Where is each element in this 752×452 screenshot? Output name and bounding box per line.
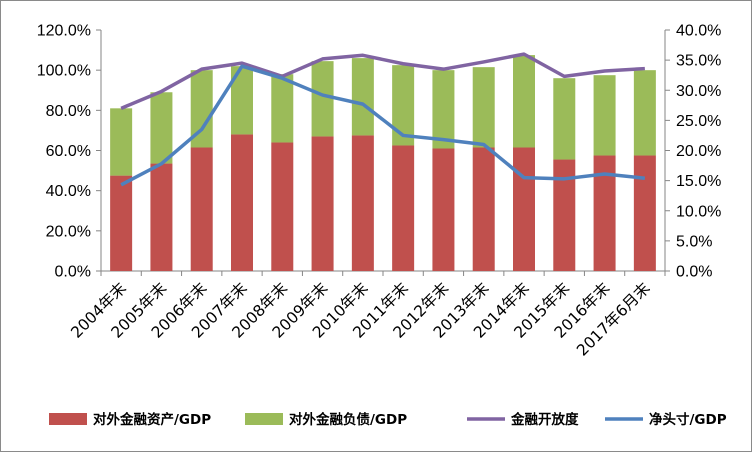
left-axis-tick-label: 0.0% <box>55 264 91 281</box>
bar-foreign-assets <box>432 148 455 271</box>
bar-foreign-assets <box>593 155 616 271</box>
bar-foreign-liabilities <box>513 55 535 148</box>
legend-label: 对外金融资产/GDP <box>93 411 211 428</box>
left-axis-tick-label: 80.0% <box>46 103 91 120</box>
legend-swatch <box>49 413 87 425</box>
bar-foreign-assets <box>231 134 253 271</box>
right-axis-tick-label: 35.0% <box>676 53 721 70</box>
left-axis-tick-label: 100.0% <box>37 63 91 80</box>
bar-foreign-assets <box>472 147 495 271</box>
left-axis-tick-label: 60.0% <box>46 143 91 160</box>
bar-foreign-assets <box>110 175 133 271</box>
legend-swatch <box>245 413 283 425</box>
right-axis-tick-label: 30.0% <box>676 83 721 100</box>
bar-foreign-assets <box>150 163 173 271</box>
line-net-position <box>120 64 646 187</box>
left-axis-tick-label: 120.0% <box>37 23 91 40</box>
bar-foreign-liabilities <box>633 70 656 156</box>
right-axis-tick-label: 0.0% <box>676 264 712 281</box>
bar-foreign-assets <box>392 145 415 271</box>
right-axis-tick-label: 5.0% <box>676 233 712 250</box>
legend-label: 对外金融负债/GDP <box>289 411 407 428</box>
right-axis-tick-label: 40.0% <box>676 23 721 40</box>
bar-foreign-assets <box>351 135 374 271</box>
right-axis-tick-label: 10.0% <box>676 203 721 220</box>
bar-foreign-assets <box>271 142 294 271</box>
bar-foreign-liabilities <box>311 61 334 137</box>
bar-foreign-assets <box>513 147 535 271</box>
bar-foreign-liabilities <box>351 58 374 136</box>
bar-foreign-liabilities <box>231 66 253 135</box>
left-axis-tick-label: 40.0% <box>46 183 91 200</box>
right-axis-tick-label: 15.0% <box>676 173 721 190</box>
bar-foreign-assets <box>553 159 576 271</box>
bar-foreign-liabilities <box>392 65 415 146</box>
bar-foreign-assets <box>190 147 213 271</box>
bar-foreign-liabilities <box>110 108 133 176</box>
bar-foreign-liabilities <box>190 70 213 148</box>
line-financial-openness <box>120 52 645 110</box>
bar-foreign-liabilities <box>553 78 576 160</box>
bar-foreign-liabilities <box>593 75 616 156</box>
bar-foreign-assets <box>311 136 334 271</box>
right-axis-tick-label: 20.0% <box>676 143 721 160</box>
right-axis-tick-label: 25.0% <box>676 113 721 130</box>
left-axis-tick-label: 20.0% <box>46 223 91 240</box>
bar-foreign-liabilities <box>150 92 173 164</box>
bar-foreign-liabilities <box>432 70 455 149</box>
bar-foreign-liabilities <box>472 67 495 148</box>
bar-foreign-liabilities <box>271 74 294 143</box>
legend-label: 金融开放度 <box>510 411 579 428</box>
legend-label: 净头寸/GDP <box>649 411 727 428</box>
bar-foreign-assets <box>633 155 656 271</box>
